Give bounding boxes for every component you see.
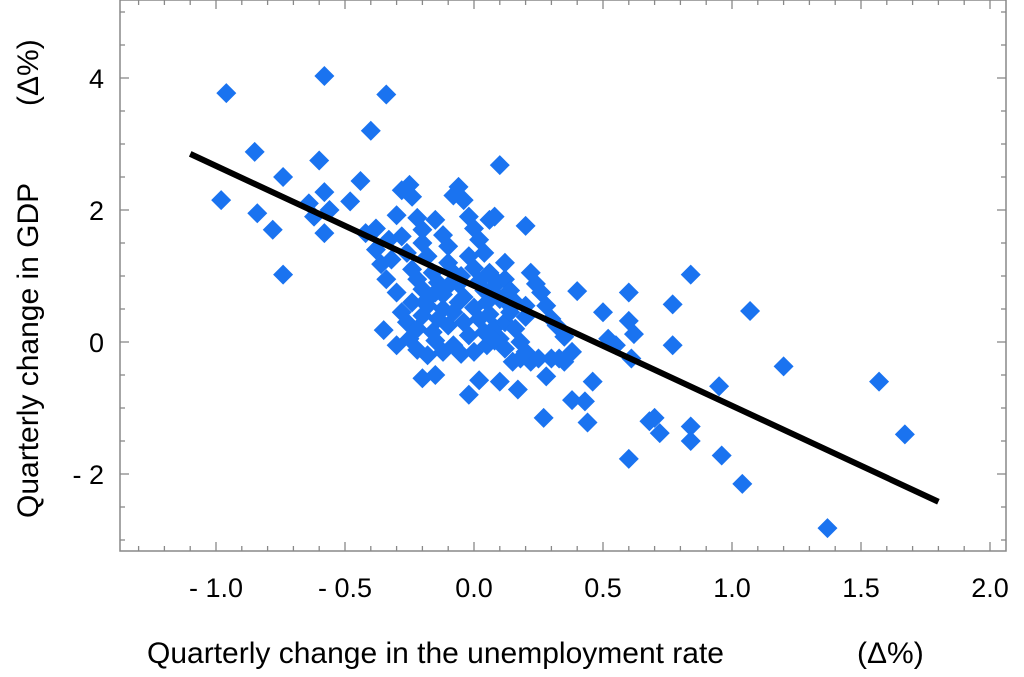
y-axis-unit: (Δ%) [12,39,45,106]
data-point [515,215,536,236]
data-point [474,242,495,263]
data-point [211,190,232,211]
data-point [618,282,639,303]
data-point [340,191,361,212]
data-point [773,356,794,377]
data-point [528,348,549,369]
data-point [574,391,595,412]
data-point [458,325,479,346]
data-point [494,312,515,333]
data-point [402,186,423,207]
data-point [567,281,588,302]
data-point [386,282,407,303]
data-point [533,407,554,428]
data-point [536,366,557,387]
data-point [484,269,505,290]
data-point [458,384,479,405]
x-tick-label: - 0.5 [318,573,372,603]
data-point [381,249,402,270]
data-point [314,223,335,244]
data-point [314,66,335,87]
data-points [211,66,915,539]
data-point [438,236,459,257]
data-point [649,423,670,444]
data-point [484,206,505,227]
data-point [402,292,423,313]
data-point [582,371,603,392]
data-point [360,120,381,141]
data-point [711,445,732,466]
data-point [438,275,459,296]
data-point [662,335,683,356]
data-point [732,473,753,494]
axis-ticks [120,0,1006,551]
trend-line [188,151,940,505]
data-point [417,345,438,366]
data-point [216,83,237,104]
data-point [262,219,283,240]
y-tick-labels: - 2 0 2 4 [72,64,104,490]
data-point [244,141,265,162]
data-point [680,416,701,437]
data-point [391,226,412,247]
x-axis-unit: (Δ%) [857,637,924,670]
data-point [662,294,683,315]
x-tick-label: 1.5 [842,573,880,603]
x-tick-label: 2.0 [971,573,1009,603]
data-point [494,252,515,273]
data-point [273,264,294,285]
data-point [740,300,761,321]
data-point [469,370,490,391]
y-tick-label: 4 [89,64,104,94]
data-point [644,407,665,428]
data-point [314,182,335,203]
data-point [273,167,294,187]
x-tick-label: 0.5 [584,573,622,603]
x-tick-label: 1.0 [713,573,751,603]
x-tick-label: - 1.0 [189,573,243,603]
x-tick-label: 0.0 [455,573,493,603]
data-point [494,338,515,359]
data-point [309,150,330,171]
data-point [247,203,268,224]
data-point [494,269,515,290]
data-point [894,424,915,445]
data-point [489,155,510,176]
data-point [386,205,407,226]
data-point [448,292,469,313]
data-point [451,343,472,364]
data-point [593,302,613,323]
data-point [618,448,639,469]
data-point [562,341,583,362]
x-tick-labels: - 1.0 - 0.5 0.0 0.5 1.0 1.5 2.0 [189,573,1009,603]
data-point [453,190,474,211]
data-point [709,376,730,397]
data-point [417,295,438,316]
y-tick-label: - 2 [72,460,104,490]
data-point [680,431,701,451]
data-point [869,371,890,392]
data-point [412,219,433,240]
data-point [507,379,528,400]
data-point [577,412,598,433]
data-point [623,324,644,345]
data-point [365,218,386,239]
y-tick-label: 2 [89,196,104,226]
data-point [376,269,397,290]
data-point [562,390,583,411]
data-point [489,371,510,392]
data-point [376,84,397,105]
x-axis-title: Quarterly change in the unemployment rat… [147,637,724,670]
data-point [425,365,446,385]
data-point [350,170,371,191]
data-point [817,518,838,539]
y-tick-label: 0 [89,328,104,358]
data-point [680,264,701,285]
data-point [373,320,394,341]
data-point [425,209,446,230]
y-axis-title: Quarterly change in GDP [12,183,45,518]
